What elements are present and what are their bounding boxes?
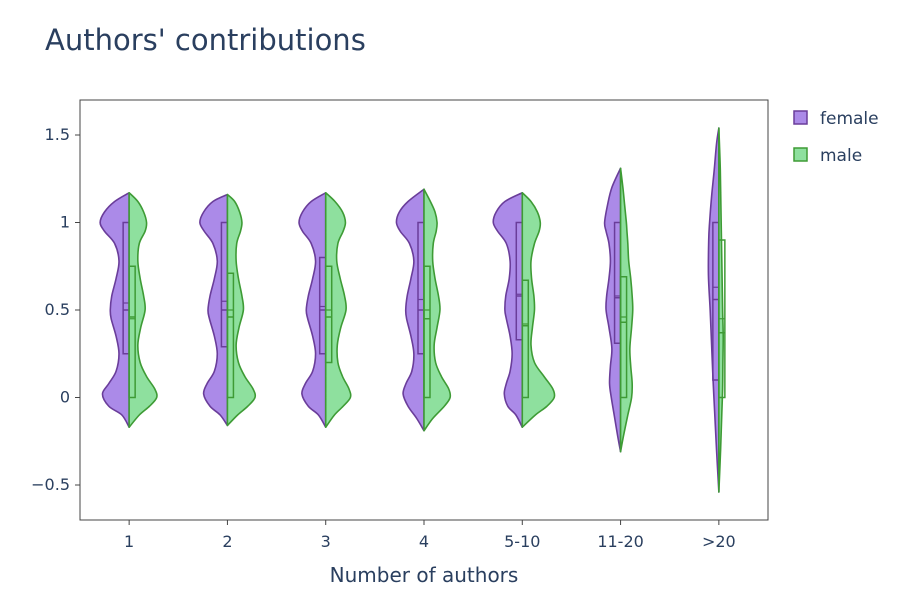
y-axis: 1.5 1 0.5 0 −0.5 xyxy=(31,125,80,494)
violins xyxy=(99,127,726,493)
x-tick-label: 5-10 xyxy=(504,532,540,551)
violin-body-male xyxy=(324,191,352,429)
y-tick-label: 0.5 xyxy=(45,300,70,319)
box-male xyxy=(423,265,431,399)
violin-body-female xyxy=(298,191,327,429)
violin-male-0 xyxy=(128,191,158,429)
x-tick-label: 4 xyxy=(419,532,429,551)
violin-female-0 xyxy=(99,191,130,429)
violin-male-1 xyxy=(226,193,257,427)
box-male xyxy=(324,265,333,364)
violin-body-female xyxy=(99,191,130,429)
violin-female-1 xyxy=(199,193,229,427)
violin-body-male xyxy=(226,193,257,427)
y-tick-label: 0 xyxy=(60,388,70,407)
legend-swatch-female xyxy=(793,110,808,125)
violin-body-male xyxy=(128,191,158,429)
x-tick-label: 1 xyxy=(124,532,134,551)
violin-male-6 xyxy=(718,127,726,493)
violin-male-3 xyxy=(423,188,452,432)
violin-male-5 xyxy=(619,167,634,453)
violin-body-female xyxy=(199,193,229,427)
y-tick-label: 1.5 xyxy=(45,125,70,144)
violin-female-5 xyxy=(603,167,622,453)
box-male xyxy=(128,265,136,399)
legend-swatch-male xyxy=(793,147,808,162)
legend-item-female[interactable]: female xyxy=(793,109,879,129)
x-tick-label: 2 xyxy=(222,532,232,551)
box-male xyxy=(619,276,628,399)
x-tick-label: 11-20 xyxy=(597,532,644,551)
violin-female-4 xyxy=(492,191,524,429)
legend-label-male: male xyxy=(820,146,862,166)
legend: female male xyxy=(793,109,879,166)
box-male xyxy=(226,272,235,399)
x-tick-label: 3 xyxy=(321,532,331,551)
violin-body-male xyxy=(718,127,725,493)
box-male xyxy=(521,279,530,399)
y-tick-label: −0.5 xyxy=(31,475,70,494)
violin-male-4 xyxy=(521,191,556,429)
violin-female-2 xyxy=(298,191,327,429)
violin-body-female xyxy=(603,167,622,453)
y-tick-label: 1 xyxy=(60,213,70,232)
violin-body-male xyxy=(521,191,556,429)
x-axis-title: Number of authors xyxy=(330,563,519,587)
violin-body-female xyxy=(395,188,425,432)
violin-body-female xyxy=(492,191,524,429)
legend-label-female: female xyxy=(820,109,879,129)
legend-item-male[interactable]: male xyxy=(793,146,862,166)
violin-female-3 xyxy=(395,188,425,432)
violin-male-2 xyxy=(324,191,352,429)
x-axis: 1 2 3 4 5-10 11-20 >20 xyxy=(124,520,736,551)
x-tick-label: >20 xyxy=(702,532,736,551)
chart-title: Authors' contributions xyxy=(45,23,366,57)
violin-female-6 xyxy=(707,127,720,493)
